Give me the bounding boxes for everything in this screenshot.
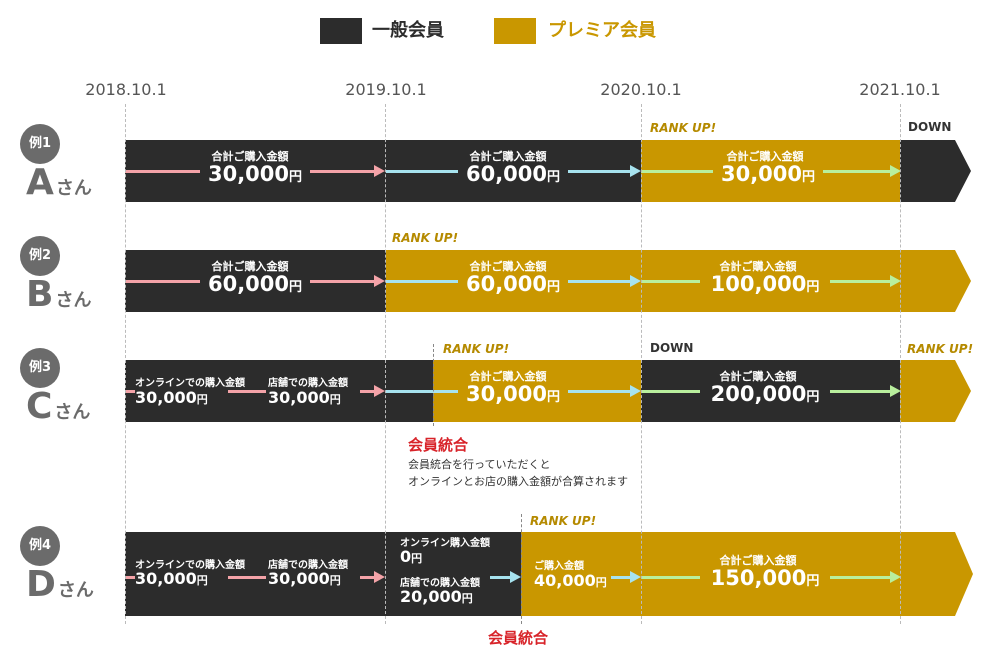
row-b-flow-2-head [630,275,641,287]
store-label: 店舗での購入金額 [268,378,348,389]
amount-value: 200,000円 [700,382,830,406]
row-c-flow-2-head [630,385,641,397]
row-d-flow-2b [598,576,631,579]
row-c-flow-3-head [890,385,901,397]
rank-up-label: RANK UP! [907,342,974,356]
row-d-flow-1 [125,576,137,579]
example-badge: 例4 [20,526,60,566]
total-label: 合計ご購入金額 [469,150,547,163]
total-label: 合計ご購入金額 [719,370,797,383]
row-c-flow-1-head [374,385,385,397]
legend-regular-label: 一般会員 [372,20,444,41]
purchase-value: 40,000円 [534,571,611,590]
total-label: 合計ご購入金額 [211,150,289,163]
online-value: 30,000円 [135,388,212,407]
total-label: 合計ご購入金額 [719,260,797,273]
row-d-flow-1b [228,576,266,579]
amount-value: 30,000円 [458,382,568,406]
amount-value: 30,000円 [200,162,310,186]
merge-title: 会員統合 [488,629,549,647]
store-value-2: 20,000円 [400,587,473,606]
example-badge: 例3 [20,348,60,388]
date-label: 2019.10.1 [345,80,427,99]
merge-guide-line [521,514,522,624]
merge-title: 会員統合 [408,436,469,454]
row-a-flow-2-head [630,165,641,177]
down-label: DOWN [650,341,694,355]
date-guide-line [385,104,386,624]
row-a-flow-3-head [890,165,901,177]
purchase-label: ご購入金額 [534,561,584,572]
row-d-flow-1c [360,576,375,579]
online-label: オンラインでの購入金額 [135,560,245,571]
amount-value: 60,000円 [458,272,568,296]
example-badge: 例2 [20,236,60,276]
store-value: 30,000円 [268,388,345,407]
online-label-2: オンライン購入金額 [400,538,490,549]
amount-value: 100,000円 [700,272,830,296]
row-b-arrow-tip [955,250,971,312]
example-person-d: D さん [26,564,94,605]
online-value: 30,000円 [135,569,212,588]
date-label: 2018.10.1 [85,80,167,99]
merge-guide-line [433,344,434,426]
example-person-a: A さん [26,162,92,203]
example-person-c: C さん [26,386,91,427]
date-guide-line [900,104,901,624]
rank-up-label: RANK UP! [530,514,597,528]
total-label: 合計ご購入金額 [469,370,547,383]
merge-note-line1: 会員統合を行っていただくと [408,458,551,471]
store-label: 店舗での購入金額 [268,560,348,571]
total-label: 合計ご購入金額 [469,260,547,273]
row-c-arrow-tip [955,360,971,422]
amount-value: 60,000円 [200,272,310,296]
row-b-flow-1-head [374,275,385,287]
row-c-bar-premium-end [900,360,955,422]
row-d-flow-1-head [374,571,385,583]
amount-value: 150,000円 [700,566,830,590]
online-label: オンラインでの購入金額 [135,378,245,389]
date-label: 2021.10.1 [859,80,941,99]
rank-up-label: RANK UP! [650,121,717,135]
row-a-bar-regular-end [900,140,955,202]
merge-note-line2: オンラインとお店の購入金額が合算されます [408,475,628,488]
row-b-flow-3-head [890,275,901,287]
row-d-arrow-tip [955,532,973,616]
store-value: 30,000円 [268,569,345,588]
row-a-arrow-tip [955,140,971,202]
rank-up-label: RANK UP! [443,342,510,356]
amount-value: 60,000円 [458,162,568,186]
legend-regular-swatch [320,18,362,44]
rank-up-label: RANK UP! [392,231,459,245]
date-guide-line [125,104,126,624]
row-d-flow-3-head [890,571,901,583]
down-label: DOWN [908,120,952,134]
total-label: 合計ご購入金額 [719,554,797,567]
date-label: 2020.10.1 [600,80,682,99]
row-d-flow-2b-head [630,571,641,583]
example-person-b: B さん [26,274,92,315]
example-badge: 例1 [20,124,60,164]
legend-premium-swatch [494,18,536,44]
date-guide-line [641,104,642,624]
legend-premium-label: プレミア会員 [548,20,656,41]
row-c-flow-1c [360,390,375,393]
row-c-flow-1b [228,390,266,393]
row-c-flow-1 [125,390,137,393]
row-a-flow-1-head [374,165,385,177]
store-label-2: 店舗での購入金額 [400,578,480,589]
total-label: 合計ご購入金額 [211,260,289,273]
row-d-flow-2-head [510,571,521,583]
total-label: 合計ご購入金額 [726,150,804,163]
online-value-2: 0円 [400,547,423,566]
amount-value: 30,000円 [713,162,823,186]
row-d-flow-2 [490,576,511,579]
